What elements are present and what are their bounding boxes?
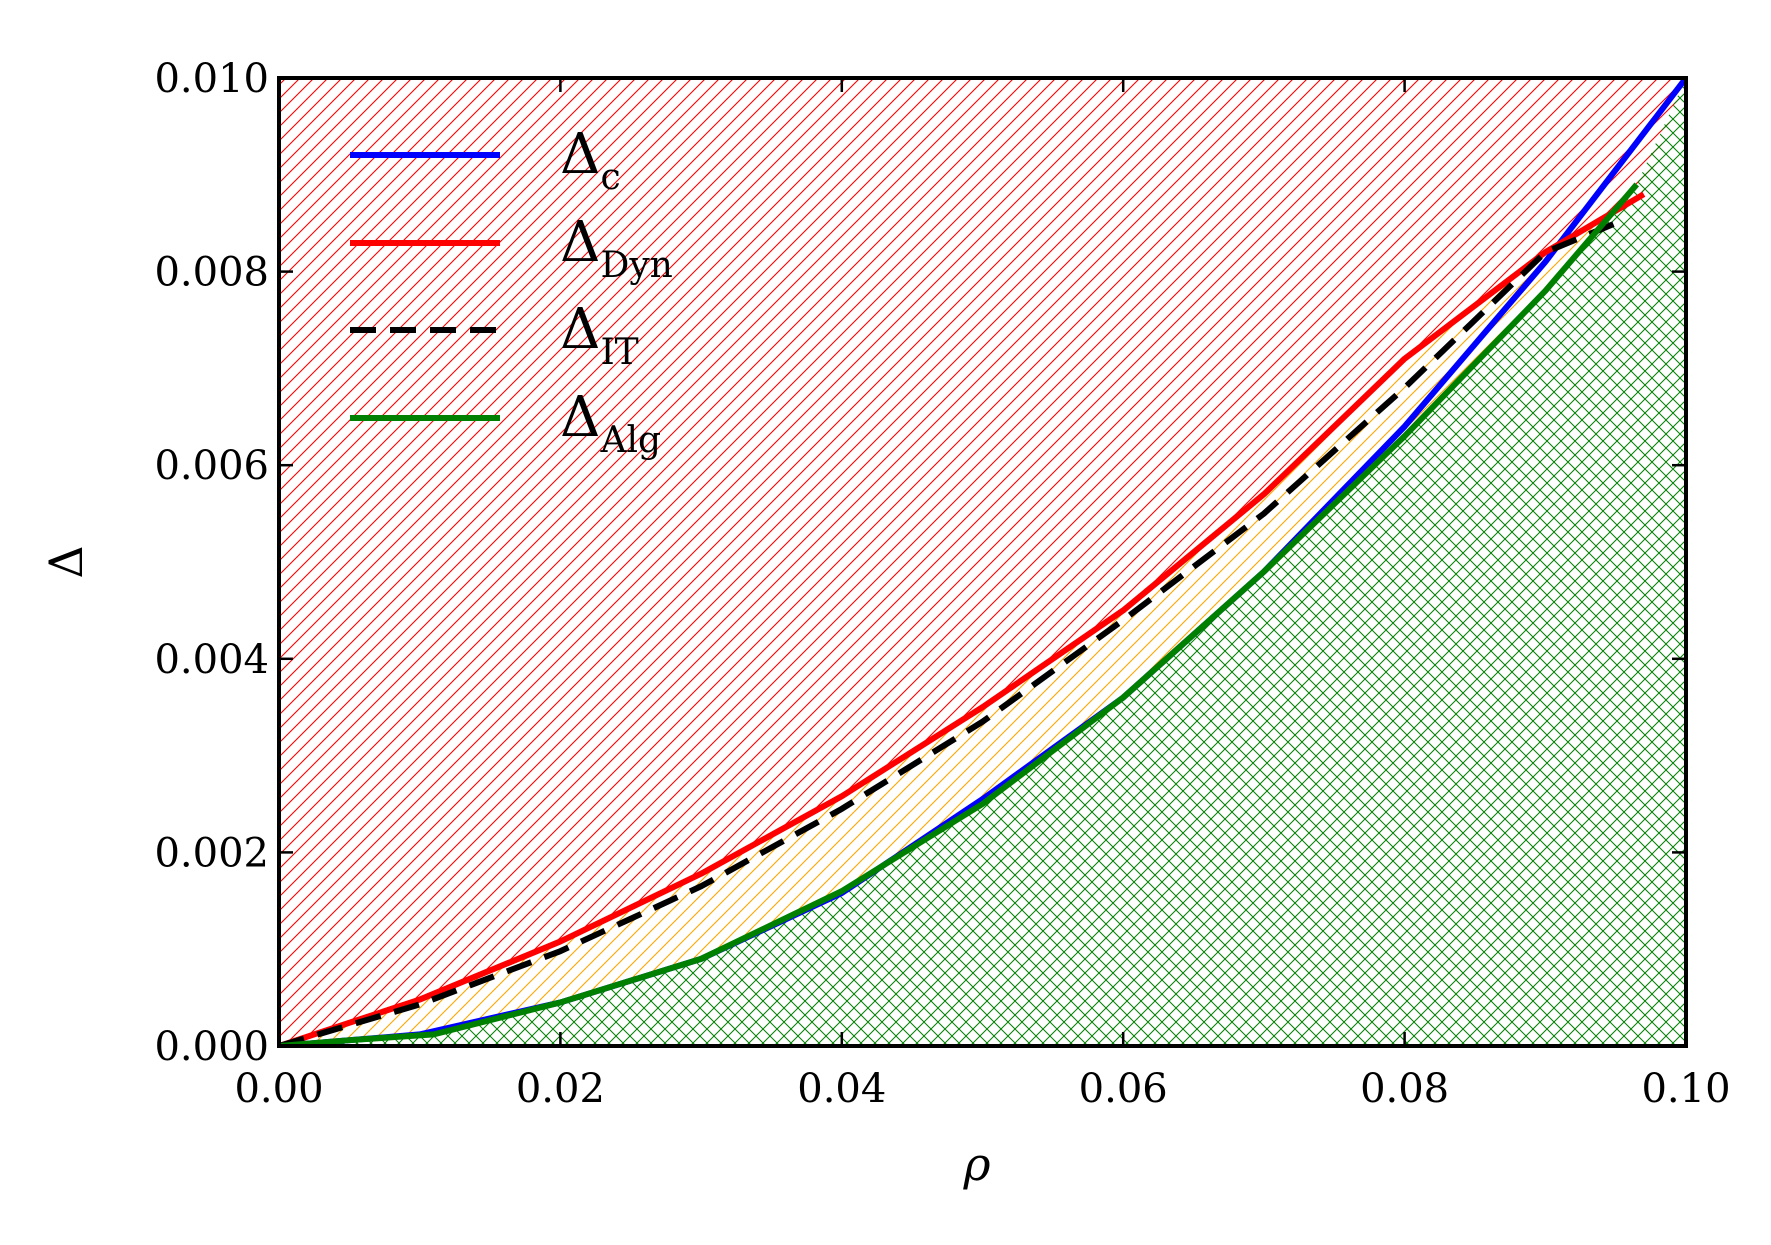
series-line-alg [279, 182, 1640, 1046]
y-tick-label: 0.002 [154, 830, 269, 876]
series-lines [279, 78, 1686, 1046]
axes: 0.00 0.02 0.04 0.06 0.08 0.10 0.000 0.002 0.004 0… [154, 56, 1730, 1112]
y-tick-label: 0.008 [154, 250, 269, 296]
x-tick-label: 0.10 [1641, 1066, 1730, 1112]
x-tick-label: 0.02 [516, 1066, 605, 1112]
y-axis-label: Δ [39, 545, 93, 578]
x-tick-label: 0.08 [1360, 1066, 1449, 1112]
series-line-it [279, 220, 1617, 1046]
x-tick-label: 0.00 [234, 1066, 323, 1112]
series-line-dyn [279, 191, 1646, 1046]
shaded-regions [279, 78, 1686, 1046]
plot-frame [277, 76, 1688, 1048]
x-tick-label: 0.04 [797, 1066, 886, 1112]
y-tick-label: 0.004 [154, 637, 269, 683]
y-tick-label: 0.010 [154, 56, 269, 102]
y-tick-label: 0.000 [154, 1024, 269, 1070]
legend-label: ΔAlg [560, 385, 661, 461]
region-below-alg [279, 78, 1686, 1046]
x-tick-label: 0.06 [1079, 1066, 1168, 1112]
x-axis-label: ρ [962, 1137, 990, 1191]
legend-entry-alg: ΔAlg [350, 385, 661, 461]
y-tick-label: 0.006 [154, 443, 269, 489]
region-above-dyn [279, 78, 1686, 1046]
